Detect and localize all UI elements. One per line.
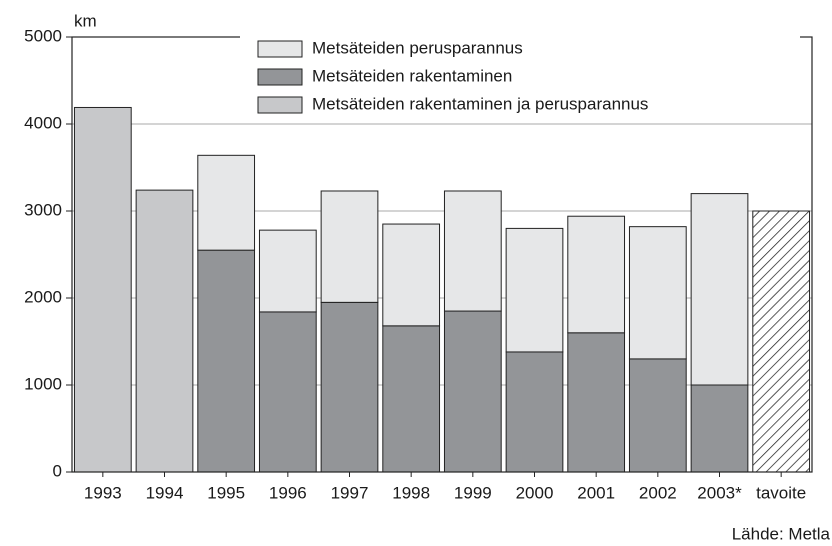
x-tick-label: tavoite	[756, 483, 806, 502]
bar-segment	[258, 311, 317, 473]
x-tick-label: 1997	[331, 483, 369, 502]
legend-label: Metsäteiden rakentaminen	[312, 66, 512, 85]
bar-segment	[567, 215, 626, 334]
legend-swatch	[257, 40, 303, 58]
bar-segment	[628, 358, 687, 473]
bar-segment	[505, 351, 564, 473]
source: Lähde: Metla	[732, 524, 831, 543]
legend-swatch	[257, 68, 303, 86]
x-tick-label: 1995	[207, 483, 245, 502]
bar-segment	[197, 154, 256, 251]
y-tick-label: 2000	[24, 287, 62, 306]
legend-box	[240, 36, 800, 120]
legend-label: Metsäteiden rakentaminen ja perusparannu…	[312, 94, 648, 113]
x-tick-label: 1994	[146, 483, 184, 502]
bar-segment	[258, 229, 317, 313]
bar-segment	[752, 210, 811, 473]
bar-segment	[567, 332, 626, 473]
x-tick-label: 1993	[84, 483, 122, 502]
bar-segment	[197, 249, 256, 473]
legend-swatch	[257, 96, 303, 114]
legend-label: Metsäteiden perusparannus	[312, 38, 523, 57]
x-tick-label: 2002	[639, 483, 677, 502]
x-tick-label: 1998	[392, 483, 430, 502]
y-tick-label: 0	[53, 461, 62, 480]
bar-segment	[382, 223, 441, 327]
y-axis-label: km	[74, 11, 97, 30]
y-tick-label: 3000	[24, 200, 62, 219]
bar-segment	[628, 226, 687, 360]
y-tick-label: 1000	[24, 374, 62, 393]
x-tick-label: 1999	[454, 483, 492, 502]
x-tick-label: 2000	[516, 483, 554, 502]
y-tick-label: 5000	[24, 26, 62, 45]
y-tick-label: 4000	[24, 113, 62, 132]
bar-segment	[690, 384, 749, 473]
bar-segment	[382, 325, 441, 473]
x-tick-label: 2001	[577, 483, 615, 502]
bar-segment	[73, 106, 132, 473]
bar-segment	[505, 227, 564, 353]
bar-segment	[690, 193, 749, 386]
bar-segment	[320, 301, 379, 473]
bar-segment	[443, 310, 502, 473]
bar-segment	[135, 189, 194, 473]
bar-segment	[443, 190, 502, 312]
x-tick-label: 1996	[269, 483, 307, 502]
x-tick-label: 2003*	[697, 483, 742, 502]
bar-segment	[320, 190, 379, 303]
